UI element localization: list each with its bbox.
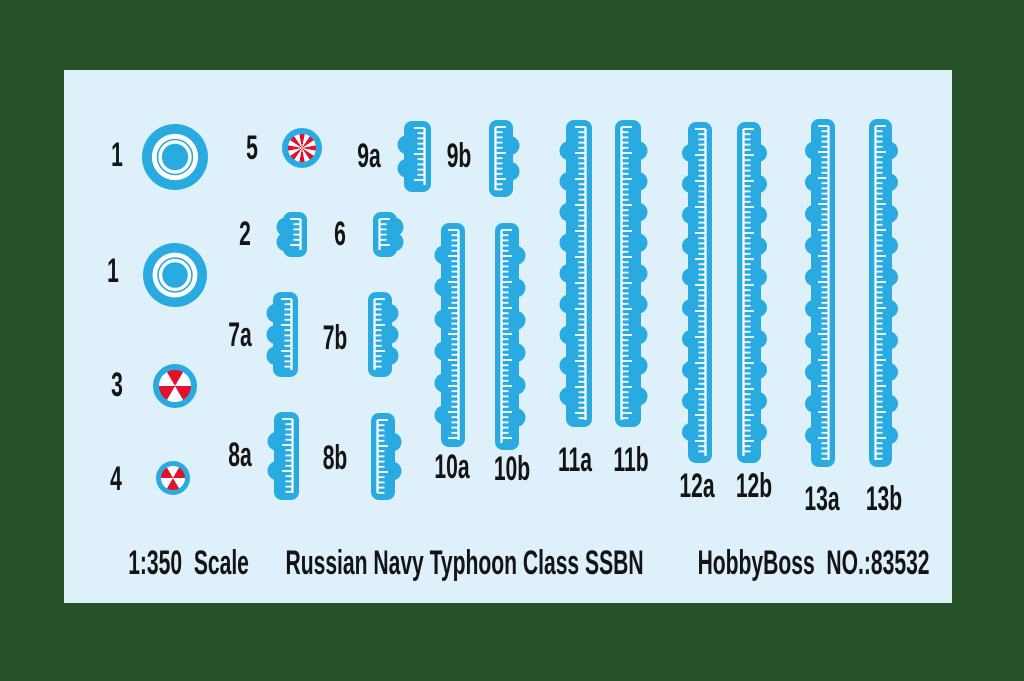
decal-label-text: 5 — [246, 129, 258, 167]
decal-roundel-1 — [143, 243, 207, 307]
footer-caption-title: Russian Navy Typhoon Class SSBN — [157, 512, 753, 580]
footer-brand-text: HobbyBoss NO.:83532 — [697, 544, 930, 582]
decal-label-text: 13a — [804, 480, 840, 518]
decal-label-5: 5 — [243, 131, 262, 165]
decal-strip-10b — [495, 223, 526, 450]
decal-label-text: 8b — [322, 439, 348, 477]
decal-label-12b: 12b — [725, 469, 784, 503]
decal-label-7a: 7a — [221, 318, 259, 352]
decal-strip-13b — [869, 119, 898, 467]
decal-strip-9b — [489, 120, 520, 197]
decal-label-text: 7a — [228, 316, 252, 354]
footer-caption-brand: HobbyBoss NO.:83532 — [607, 512, 1000, 580]
decal-label-text: 10a — [434, 448, 470, 486]
decal-label-text: 3 — [111, 366, 123, 404]
decal-label-text: 12b — [735, 467, 773, 505]
decal-label-12a: 12a — [669, 469, 726, 503]
decal-label-text: 13b — [865, 480, 903, 518]
decal-label-1: 1 — [104, 254, 123, 288]
decal-wedge-circle-5 — [282, 128, 322, 168]
decal-strip-9a — [397, 121, 431, 192]
decal-strip-12a — [682, 122, 712, 463]
decal-label-text: 11a — [557, 441, 593, 479]
decal-strip-11b — [615, 120, 648, 427]
decal-label-text: 8a — [228, 436, 252, 474]
decal-label-9a: 9a — [350, 139, 388, 173]
decal-strip-10a — [434, 223, 465, 447]
footer-caption-scale: 1:350 Scale — [72, 512, 286, 580]
decal-strip-12b — [737, 122, 767, 463]
decal-label-7b: 7b — [315, 321, 355, 355]
decal-label-11b: 11b — [603, 443, 660, 477]
decal-label-13a: 13a — [794, 482, 851, 516]
decal-label-2: 2 — [236, 217, 255, 251]
decal-label-9b: 9b — [439, 139, 479, 173]
decal-label-text: 7b — [322, 319, 348, 357]
decal-strip-2 — [276, 212, 307, 257]
decal-label-text: 12a — [679, 467, 715, 505]
decal-label-10b: 10b — [483, 452, 542, 486]
decal-label-text: 1 — [111, 136, 123, 174]
decal-strip-6 — [373, 212, 404, 257]
decal-label-text: 6 — [334, 215, 346, 253]
decal-strip-13a — [805, 119, 835, 467]
decal-roundel-1 — [142, 124, 208, 190]
decal-strip-11a — [559, 120, 592, 427]
decal-label-text: 4 — [110, 460, 122, 498]
decal-strip-8a — [267, 412, 299, 500]
decal-label-text: 9b — [446, 137, 472, 175]
decal-label-4: 4 — [107, 462, 126, 496]
decal-label-8a: 8a — [221, 438, 259, 472]
decal-strip-7b — [368, 292, 399, 377]
decal-label-6: 6 — [331, 217, 350, 251]
footer-scale-text: 1:350 Scale — [128, 544, 249, 582]
decal-label-11a: 11a — [548, 443, 603, 477]
decal-strip-7a — [266, 292, 298, 377]
decal-label-text: 11b — [613, 441, 649, 479]
decal-label-13b: 13b — [855, 482, 914, 516]
decal-label-text: 10b — [493, 450, 531, 488]
footer-title-text: Russian Navy Typhoon Class SSBN — [285, 544, 644, 582]
decal-label-text: 1 — [107, 252, 119, 290]
decal-label-text: 2 — [239, 215, 251, 253]
decal-wedge-circle-3 — [153, 364, 197, 408]
decal-wedge-circle-4 — [156, 461, 190, 495]
decal-label-3: 3 — [108, 368, 127, 402]
decal-label-1: 1 — [108, 138, 127, 172]
decal-label-text: 9a — [357, 137, 381, 175]
decal-strip-8b — [371, 413, 402, 500]
decal-label-8b: 8b — [315, 441, 355, 475]
decal-label-10a: 10a — [424, 450, 481, 484]
